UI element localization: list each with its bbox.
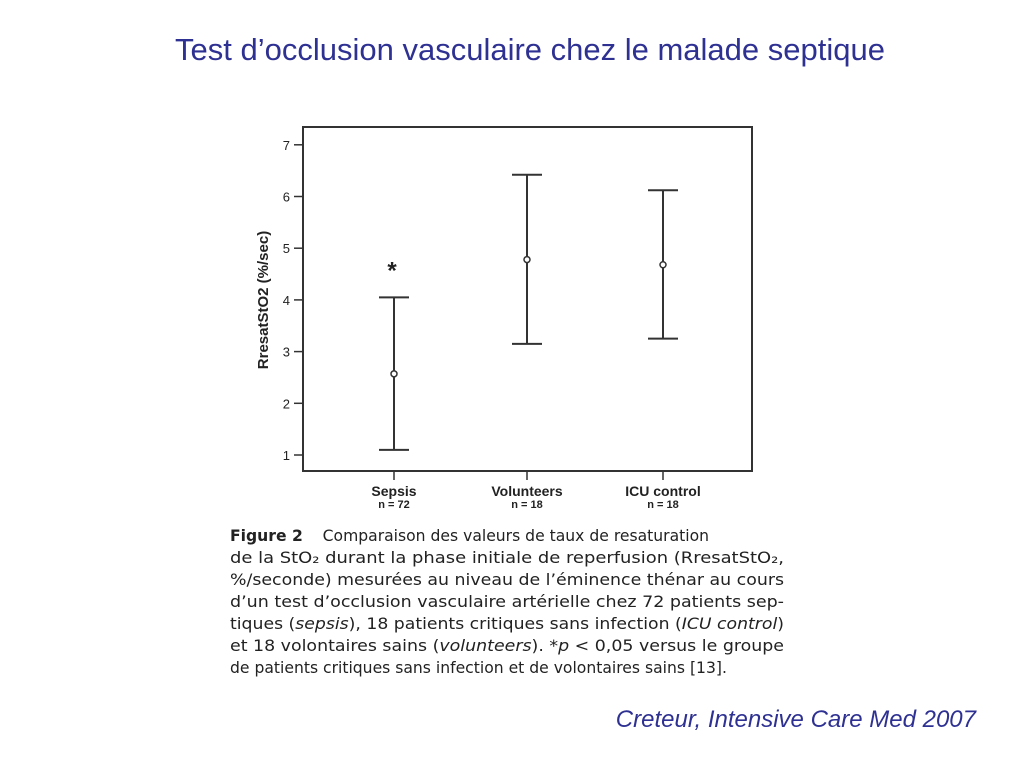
caption-line: de la StO₂ durant la phase initiale de r… <box>230 547 784 569</box>
caption-line-text: de la StO₂ durant la phase initiale de r… <box>230 547 784 569</box>
caption-segment: Comparaison des valeurs de taux de resat… <box>322 527 709 545</box>
caption-segment: ). * <box>531 637 559 655</box>
y-tick-label: 1 <box>283 448 290 463</box>
y-tick-label: 2 <box>283 396 290 411</box>
caption-line: et 18 volontaires sains (volunteers). *p… <box>230 635 784 657</box>
caption-segment: et 18 volontaires sains ( <box>230 637 440 655</box>
mean-point <box>523 255 531 264</box>
citation: Creteur, Intensive Care Med 2007 <box>615 706 976 733</box>
y-tick-label: 4 <box>283 293 290 308</box>
y-tick-label: 3 <box>283 345 290 360</box>
n-label: n = 18 <box>647 499 679 511</box>
caption-line-text: d’un test d’occlusion vasculaire artérie… <box>230 591 784 613</box>
caption-segment: p <box>558 637 570 655</box>
caption-line-text: et 18 volontaires sains (volunteers). *p… <box>230 635 784 657</box>
y-tick-label: 5 <box>283 241 290 256</box>
caption-segment: ) <box>777 615 784 633</box>
caption-line: tiques (sepsis), 18 patients critiques s… <box>230 613 784 635</box>
y-tick-label: 6 <box>283 190 290 205</box>
n-label: n = 72 <box>378 499 410 511</box>
slide-title: Test d’occlusion vasculaire chez le mala… <box>175 32 885 67</box>
caption-line-text: de patients critiques sans infection et … <box>230 657 727 679</box>
caption-segment: de la StO₂ durant la phase initiale de r… <box>230 549 784 567</box>
caption-line: de patients critiques sans infection et … <box>230 657 784 679</box>
caption-segment: %/seconde) mesurées au niveau de l’émine… <box>230 571 784 589</box>
caption-line: Figure 2 Comparaison des valeurs de taux… <box>230 525 784 547</box>
n-label: n = 18 <box>511 499 543 511</box>
caption-segment: ), 18 patients critiques sans infection … <box>348 615 682 633</box>
caption-segment: ICU control <box>681 615 778 633</box>
x-tick-label: Sepsis <box>371 483 416 499</box>
caption-segment: < 0,05 versus le groupe <box>569 637 784 655</box>
mean-point <box>659 260 667 269</box>
caption-segment: d’un test d’occlusion vasculaire artérie… <box>230 593 784 611</box>
mean-point <box>390 370 398 378</box>
caption-segment: de patients critiques sans infection et … <box>230 659 727 677</box>
caption-line: %/seconde) mesurées au niveau de l’émine… <box>230 569 784 591</box>
caption-line-text: %/seconde) mesurées au niveau de l’émine… <box>230 569 784 591</box>
figure-label: Figure 2 <box>230 527 303 545</box>
x-tick-label: ICU control <box>625 483 700 499</box>
figure-caption: Figure 2 Comparaison des valeurs de taux… <box>230 525 784 679</box>
y-axis-label: RresatStO2 (%/sec) <box>255 231 272 369</box>
caption-segment: sepsis <box>295 615 349 633</box>
caption-line-text: Figure 2 Comparaison des valeurs de taux… <box>230 525 709 547</box>
caption-segment: tiques ( <box>230 615 296 633</box>
y-tick-label: 7 <box>283 138 290 153</box>
caption-line-text: tiques (sepsis), 18 patients critiques s… <box>230 613 784 635</box>
significance-asterisk: * <box>387 257 397 284</box>
caption-line: d’un test d’occlusion vasculaire artérie… <box>230 591 784 613</box>
caption-segment: volunteers <box>439 637 532 655</box>
x-tick-label: Volunteers <box>491 483 563 499</box>
